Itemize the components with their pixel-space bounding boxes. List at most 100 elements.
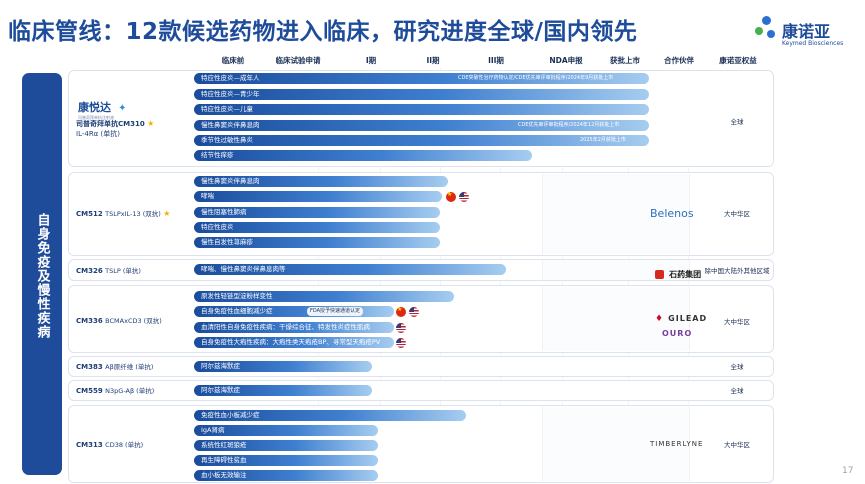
rights-region: 大中华区 [724,441,750,449]
progress-bar [194,89,649,100]
indication-label: 慢性鼻窦炎伴鼻息肉 [201,177,260,185]
header-rights: 康诺亚权益 [719,56,757,65]
us-flag-icon [459,192,469,202]
header-partner: 合作伙伴 [664,56,694,65]
brand-figure-icon: ✦ [118,103,127,114]
drug-name-text: CM559 [76,387,103,395]
indication-label: 特应性皮炎—成年人 [201,74,260,82]
star-icon: ★ [147,119,155,128]
partner-logo-belenos: Belenos [650,207,694,220]
drug-name-text: CM336 [76,317,103,325]
progress-bar [194,322,394,333]
drug-name-cm559: CM559 N3pG-Aβ (单抗) [76,385,154,395]
company-logo: 康诺亚 Keymed Biosciences [755,14,855,54]
progress-bar [194,73,649,84]
drug-name-cm383: CM383 Aβ原纤维 (单抗) [76,361,153,371]
gilead-mark-icon: ♦ [655,314,664,324]
pipeline-group-cm559 [68,380,774,401]
progress-bar [194,104,649,115]
china-flag-icon [446,191,456,202]
partner-name: 石药集团 [669,270,702,279]
drug-name-text: CM326 [76,267,103,275]
progress-bar [194,150,532,161]
cspc-mark-icon [655,270,664,279]
logo-name-cn: 康诺亚 [782,22,831,41]
progress-bar [194,455,378,466]
drug-name-cm336: CM336 BCMAxCD3 (双抗) [76,315,162,325]
drug-name-text: CM383 [76,363,103,371]
progress-bar [194,306,394,317]
drug-name-cm310: 司普奇拜单抗CM310 ★ [76,119,154,129]
indication-label: 阿尔兹海默症 [201,386,240,394]
progress-bar [194,120,649,131]
rights-region: 除中国大陆外其他区域 [704,267,770,275]
indication-label: 哮喘 [201,192,214,200]
indication-label: 哮喘、慢性鼻窦炎伴鼻息肉等 [201,265,286,273]
header-phase-1: I期 [365,56,377,65]
rights-region: 大中华区 [724,210,750,218]
header-phase-3: III期 [488,56,504,65]
progress-bar [194,222,440,233]
indication-label: 自身免疫性大疱性疾病：大疱性类天疱疮BP、寻常型天疱疮PV [201,338,381,346]
rights-region: 全球 [730,118,744,126]
progress-bar [194,135,649,146]
indication-label: 免疫性血小板减少症 [201,411,260,419]
progress-bar [194,425,378,436]
milestone-note: CDE突破性治疗药物认定/CDE优先审评审批程序/2024年9月获批上市 [458,75,614,81]
drug-name-cm326: CM326 TSLP (单抗) [76,265,141,275]
indication-label: 特应性皮炎—儿童 [201,105,253,113]
progress-bar [194,337,394,348]
drug-target: TSLPxIL-13 (双抗) [105,210,161,218]
indication-label: IgA肾病 [201,426,225,434]
drug-target: N3pG-Aβ (单抗) [105,387,155,395]
indication-label: 血小板无效输注 [201,471,247,479]
progress-bar [194,207,440,218]
indication-label: 结节性痒疹 [201,151,234,159]
brand-subtitle: 司普奇拜单抗注射液 [78,115,114,120]
partner-name: GILEAD [668,314,708,323]
drug-target-cm310: IL-4Rα (单抗) [76,130,120,138]
milestone-note: CDE优先审评审批程序/2024年12月获批上市 [518,122,620,128]
brand-name: 康悦达 [78,101,111,114]
drug-name-text: CM512 [76,210,103,218]
drug-name-cm313: CM313 CD38 (单抗) [76,439,143,449]
progress-bar [194,385,372,396]
brand-logo-kangyueda: 康悦达 ✦ 司普奇拜单抗注射液 [78,96,126,121]
partner-logo-gilead: ♦ GILEAD [655,306,707,325]
progress-bar [194,176,448,187]
indication-label: 系统性红斑狼疮 [201,441,247,449]
header-phase-2: II期 [426,56,440,65]
partner-logo-cspc: 石药集团 [655,264,701,283]
progress-bar [194,440,378,451]
page-number: 17 [842,466,854,476]
us-flag-icon [396,338,406,348]
indication-label: 慢性自发性荨麻疹 [201,238,253,246]
rights-region: 全球 [730,363,744,371]
indication-label: 季节性过敏性鼻炎 [201,136,253,144]
pipeline-group-cm383 [68,356,774,377]
indication-label: 阿尔兹海默症 [201,362,240,370]
drug-target: TSLP (单抗) [105,267,141,275]
us-flag-icon [409,307,419,317]
category-sidebar: 自身免疫及慢性疾病 [22,73,62,475]
progress-bar [194,191,442,202]
progress-bar [194,264,506,275]
drug-name-text: 司普奇拜单抗CM310 [76,120,145,128]
indication-label: 再生障碍性贫血 [201,456,247,464]
logo-mark-icon [755,16,777,46]
indication-label: 血清阳性自身免疫性疾病：干燥综合征、特发性炎症性肌病 [201,323,370,331]
drug-target: BCMAxCD3 (双抗) [105,317,162,325]
drug-name-text: CM313 [76,441,103,449]
header-approved: 获批上市 [610,56,640,65]
category-label: 自身免疫及慢性疾病 [34,213,50,339]
header-nda: NDA申报 [549,56,583,65]
header-preclinical: 临床前 [221,56,245,65]
progress-bar [194,410,466,421]
logo-name-en: Keymed Biosciences [782,40,844,47]
drug-target: Aβ原纤维 (单抗) [105,363,154,371]
partner-cell [542,407,690,481]
partner-cell [542,260,690,280]
indication-label: 自身免疫性血细胞减少症 [201,307,273,315]
milestone-note: FDA授予快速通道认定 [307,307,364,316]
page-title: 临床管线：12款候选药物进入临床，研究进度全球/国内领先 [8,19,638,45]
